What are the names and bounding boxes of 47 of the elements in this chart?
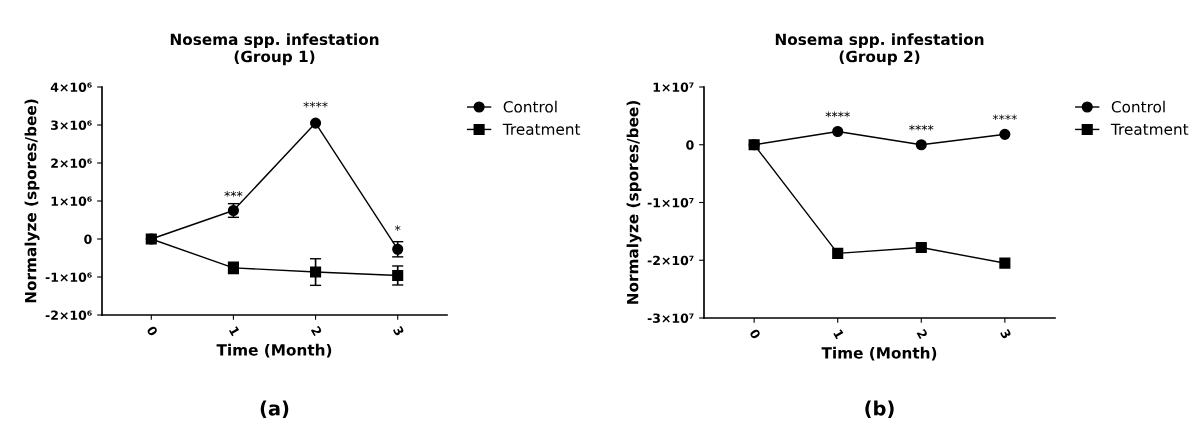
annotation: *** xyxy=(224,191,243,197)
y-tick-label: -1×10⁶ xyxy=(45,272,92,282)
y-tick-label: 1×10⁶ xyxy=(51,196,92,206)
point xyxy=(915,241,927,254)
point xyxy=(832,247,844,259)
y-tick-label: -2×10⁶ xyxy=(45,310,92,320)
legend-label: Treatment xyxy=(1110,123,1189,135)
annotation: **** xyxy=(909,124,934,131)
y-tick-label: 2×10⁶ xyxy=(51,158,92,168)
y-tick-label: -2×10⁷ xyxy=(647,255,694,266)
point xyxy=(310,266,322,278)
point xyxy=(999,128,1011,140)
legend-label: Control xyxy=(1111,100,1165,113)
x-axis-title: Time (Month) xyxy=(821,346,937,361)
y-tick-label: 0 xyxy=(686,140,694,150)
chart-title: Nosema spp. infestation (Group 2) xyxy=(775,33,984,66)
y-tick-label: 3×10⁶ xyxy=(51,120,92,130)
y-tick-label: -3×10⁷ xyxy=(647,313,694,323)
y-axis-title: Normalyze (spores/bee) xyxy=(24,99,40,303)
point xyxy=(310,117,322,129)
x-tick-label: 1 xyxy=(833,329,845,340)
y-tick-label: 4×10⁶ xyxy=(50,82,92,92)
annotation: * xyxy=(394,225,401,231)
x-tick-label: 1 xyxy=(228,326,241,337)
annotation: **** xyxy=(825,111,850,118)
text: (a) xyxy=(260,400,289,418)
point xyxy=(832,125,844,138)
y-axis-title: Normalyze (spores/bee) xyxy=(626,101,642,304)
annotation: **** xyxy=(303,101,328,108)
x-tick-label: 2 xyxy=(310,325,323,337)
point xyxy=(999,257,1011,269)
y-tick-label: -1×10⁷ xyxy=(647,197,694,208)
x-tick-label: 0 xyxy=(146,325,159,337)
y-tick-label: 1×10⁷ xyxy=(653,82,694,92)
x-tick-label: 2 xyxy=(916,328,928,340)
x-tick-label: 3 xyxy=(392,325,405,337)
point xyxy=(392,269,404,282)
legend-label: Treatment xyxy=(502,123,581,135)
text: (b) xyxy=(865,400,894,418)
x-axis-title: Time (Month) xyxy=(216,343,332,358)
point xyxy=(915,139,927,151)
x-tick-label: 3 xyxy=(999,328,1012,340)
annotation: **** xyxy=(992,114,1017,121)
legend-label: Control xyxy=(503,100,557,113)
chart-title: Nosema spp. infestation (Group 1) xyxy=(170,33,379,66)
y-tick-label: 0 xyxy=(84,234,92,244)
x-tick-label: 0 xyxy=(749,328,762,340)
